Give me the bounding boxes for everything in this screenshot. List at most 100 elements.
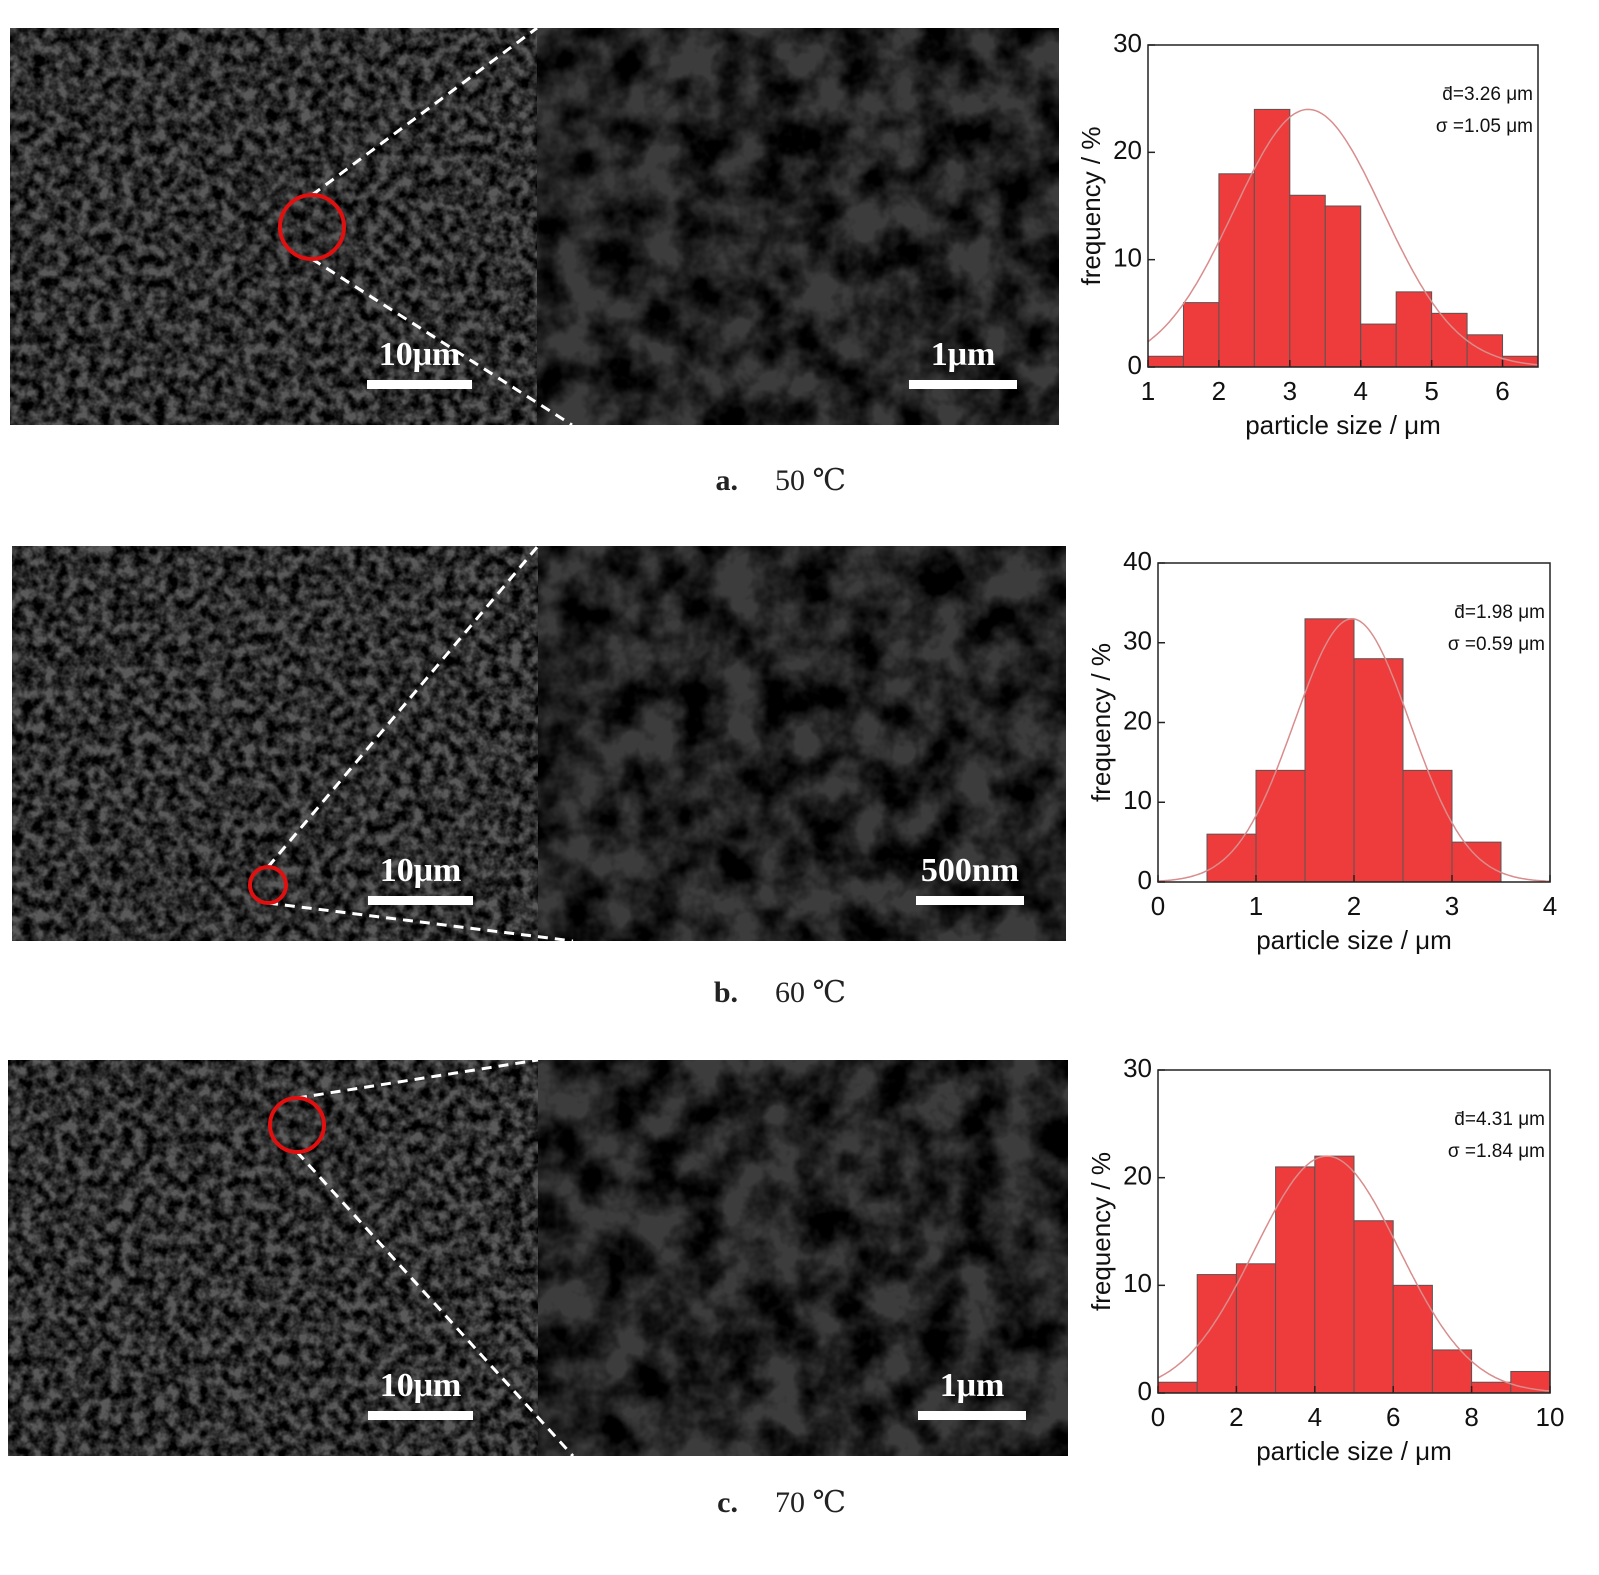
bar — [1206, 833, 1257, 883]
x-tick-label: 3 — [1445, 891, 1459, 921]
scale-bar-label: 1μm — [931, 336, 996, 373]
zoom-line — [311, 257, 573, 427]
fit-curve — [1157, 1155, 1551, 1392]
x-tick-label: 1 — [1141, 376, 1155, 406]
x-tick-label: 4 — [1543, 891, 1557, 921]
y-tick-label: 40 — [1123, 546, 1152, 576]
sem-texture — [537, 28, 1059, 425]
x-tick-label: 5 — [1424, 376, 1438, 406]
bar — [1304, 618, 1355, 883]
scale-bar — [916, 896, 1024, 905]
sem-texture — [12, 546, 538, 941]
bar — [1451, 841, 1502, 883]
bar — [1431, 1349, 1473, 1394]
x-axis-label: particle size / μm — [1256, 925, 1452, 955]
y-axis-label: frequency / % — [1086, 643, 1116, 802]
bar — [1235, 1263, 1277, 1394]
sem-texture — [538, 1060, 1068, 1456]
bar — [1157, 1381, 1198, 1394]
scale-bar — [368, 896, 473, 905]
fit-label: d̄=1.98 μm — [1454, 602, 1545, 623]
bar — [1353, 1220, 1394, 1394]
zoom-circle — [268, 1096, 326, 1154]
x-tick-label: 8 — [1464, 1402, 1478, 1432]
y-tick-label: 30 — [1123, 626, 1152, 656]
zoom-line — [295, 1150, 575, 1458]
panel-label: b. — [714, 976, 738, 1009]
panel-label: c. — [717, 1486, 738, 1519]
x-tick-label: 3 — [1283, 376, 1297, 406]
bar — [1182, 302, 1220, 368]
y-tick-label: 0 — [1138, 1376, 1152, 1406]
scale-bar-label: 10μm — [380, 1367, 462, 1404]
x-axis-label: particle size / μm — [1256, 1436, 1452, 1466]
x-tick-label: 0 — [1151, 1402, 1165, 1432]
y-tick-label: 30 — [1123, 1053, 1152, 1083]
x-tick-label: 4 — [1308, 1402, 1322, 1432]
y-tick-label: 0 — [1138, 865, 1152, 895]
fit-label: d̄=4.31 μm — [1454, 1109, 1545, 1130]
x-tick-label: 2 — [1229, 1402, 1243, 1432]
bar — [1360, 323, 1397, 368]
y-tick-label: 20 — [1123, 1161, 1152, 1191]
x-axis-label: particle size / μm — [1245, 410, 1441, 440]
panel-caption: 50 ℃ — [775, 464, 846, 497]
bar — [1218, 173, 1255, 368]
bar — [1314, 1155, 1355, 1394]
x-tick-label: 2 — [1347, 891, 1361, 921]
scale-bar — [368, 1411, 473, 1420]
fit-label: d̄=3.26 μm — [1442, 84, 1533, 105]
bar — [1353, 658, 1404, 883]
bar — [1471, 1381, 1512, 1394]
scale-bar — [909, 380, 1017, 389]
sem-texture — [8, 1060, 538, 1456]
panel-caption: 70 ℃ — [775, 1486, 846, 1519]
bar — [1255, 769, 1306, 883]
x-tick-label: 6 — [1495, 376, 1509, 406]
scale-bar-label: 10μm — [380, 852, 462, 889]
sem-texture — [538, 546, 1066, 941]
y-tick-label: 0 — [1128, 350, 1142, 380]
panel-caption: 60 ℃ — [775, 976, 846, 1009]
y-tick-label: 10 — [1113, 243, 1142, 273]
fit-label: σ =1.84 μm — [1448, 1141, 1545, 1162]
bar — [1502, 355, 1539, 368]
y-tick-label: 20 — [1113, 135, 1142, 165]
x-tick-label: 0 — [1151, 891, 1165, 921]
zoom-circle — [278, 193, 346, 261]
x-tick-label: 1 — [1249, 891, 1263, 921]
x-tick-label: 10 — [1536, 1402, 1565, 1432]
bar — [1147, 355, 1184, 368]
y-axis-label: frequency / % — [1076, 127, 1106, 286]
fit-label: σ =0.59 μm — [1448, 634, 1545, 655]
x-tick-label: 2 — [1212, 376, 1226, 406]
scale-bar-label: 500nm — [921, 852, 1019, 889]
y-tick-label: 20 — [1123, 705, 1152, 735]
zoom-circle — [248, 865, 288, 905]
zoom-line — [266, 545, 540, 868]
x-tick-label: 4 — [1353, 376, 1367, 406]
bar — [1324, 205, 1362, 368]
scale-bar-label: 10μm — [379, 336, 461, 373]
y-tick-label: 30 — [1113, 28, 1142, 58]
bar — [1395, 291, 1433, 368]
zoom-line — [311, 26, 538, 197]
panel-label: a. — [716, 464, 739, 497]
bar — [1431, 312, 1468, 368]
scale-bar — [367, 380, 472, 389]
fit-curve — [1147, 108, 1539, 366]
plot-frame — [1157, 1069, 1551, 1394]
bar — [1253, 108, 1291, 368]
y-tick-label: 10 — [1123, 1268, 1152, 1298]
fit-label: σ =1.05 μm — [1436, 116, 1533, 137]
y-tick-label: 10 — [1123, 785, 1152, 815]
bar — [1402, 769, 1453, 883]
plot-frame — [1147, 44, 1539, 368]
zoom-line — [267, 901, 574, 943]
bar — [1275, 1166, 1316, 1394]
y-axis-label: frequency / % — [1086, 1152, 1116, 1311]
x-tick-label: 6 — [1386, 1402, 1400, 1432]
fit-curve — [1157, 618, 1551, 883]
scale-bar-label: 1μm — [940, 1367, 1005, 1404]
